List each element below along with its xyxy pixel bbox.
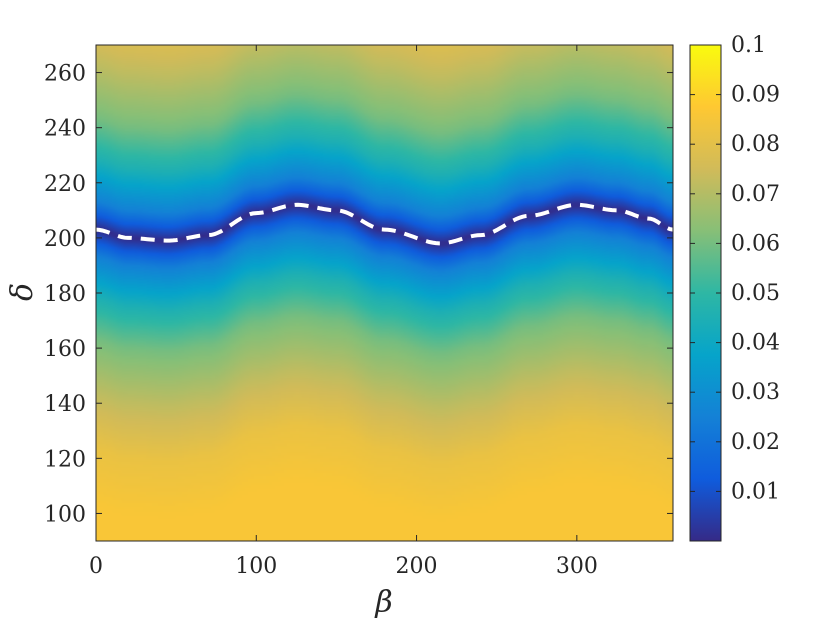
x-tick-label: 300 (556, 554, 598, 579)
colorbar-tick-label: 0.01 (731, 479, 780, 504)
colorbar-tick-label: 0.02 (731, 430, 780, 455)
y-tick-label: 100 (44, 502, 86, 527)
colorbar: 0.01 0.02 0.03 0.04 0.05 0.06 0.07 0.08 0.09 0.1 (689, 33, 780, 542)
y-tick-label: 180 (44, 282, 86, 307)
y-tick-label: 220 (44, 172, 86, 197)
colorbar-tick-label: 0.03 (731, 380, 780, 405)
y-axis-ticks: 100 120 140 160 180 200 220 240 260 (44, 62, 673, 527)
colorbar-tick-label: 0.09 (731, 83, 780, 108)
minimum-curve-dashed (96, 202, 673, 246)
colorbar-tick-label: 0.04 (731, 331, 780, 356)
x-axis-label: β (374, 585, 392, 620)
heatmap-image (96, 45, 673, 541)
colorbar-ticks: 0.01 0.02 0.03 0.04 0.05 0.06 0.07 0.08 0.09 0.1 (690, 33, 780, 504)
colorbar-tick-label: 0.06 (731, 231, 780, 256)
x-axis-ticks: 0 100 200 300 (89, 45, 598, 579)
y-axis-label: δ (5, 283, 40, 301)
x-tick-label: 100 (235, 554, 277, 579)
y-tick-label: 160 (44, 337, 86, 362)
x-tick-label: 0 (89, 554, 103, 579)
x-tick-label: 200 (396, 554, 438, 579)
colorbar-gradient (690, 45, 721, 541)
y-tick-label: 260 (44, 62, 86, 87)
colorbar-tick-label: 0.07 (731, 182, 780, 207)
y-tick-label: 200 (44, 227, 86, 252)
y-tick-label: 140 (44, 392, 86, 417)
y-tick-label: 240 (44, 117, 86, 142)
y-tick-label: 120 (44, 447, 86, 472)
plot-area (95, 44, 674, 542)
colorbar-tick-label: 0.08 (731, 132, 780, 157)
colorbar-tick-label: 0.1 (731, 33, 766, 58)
colorbar-tick-label: 0.05 (731, 281, 780, 306)
